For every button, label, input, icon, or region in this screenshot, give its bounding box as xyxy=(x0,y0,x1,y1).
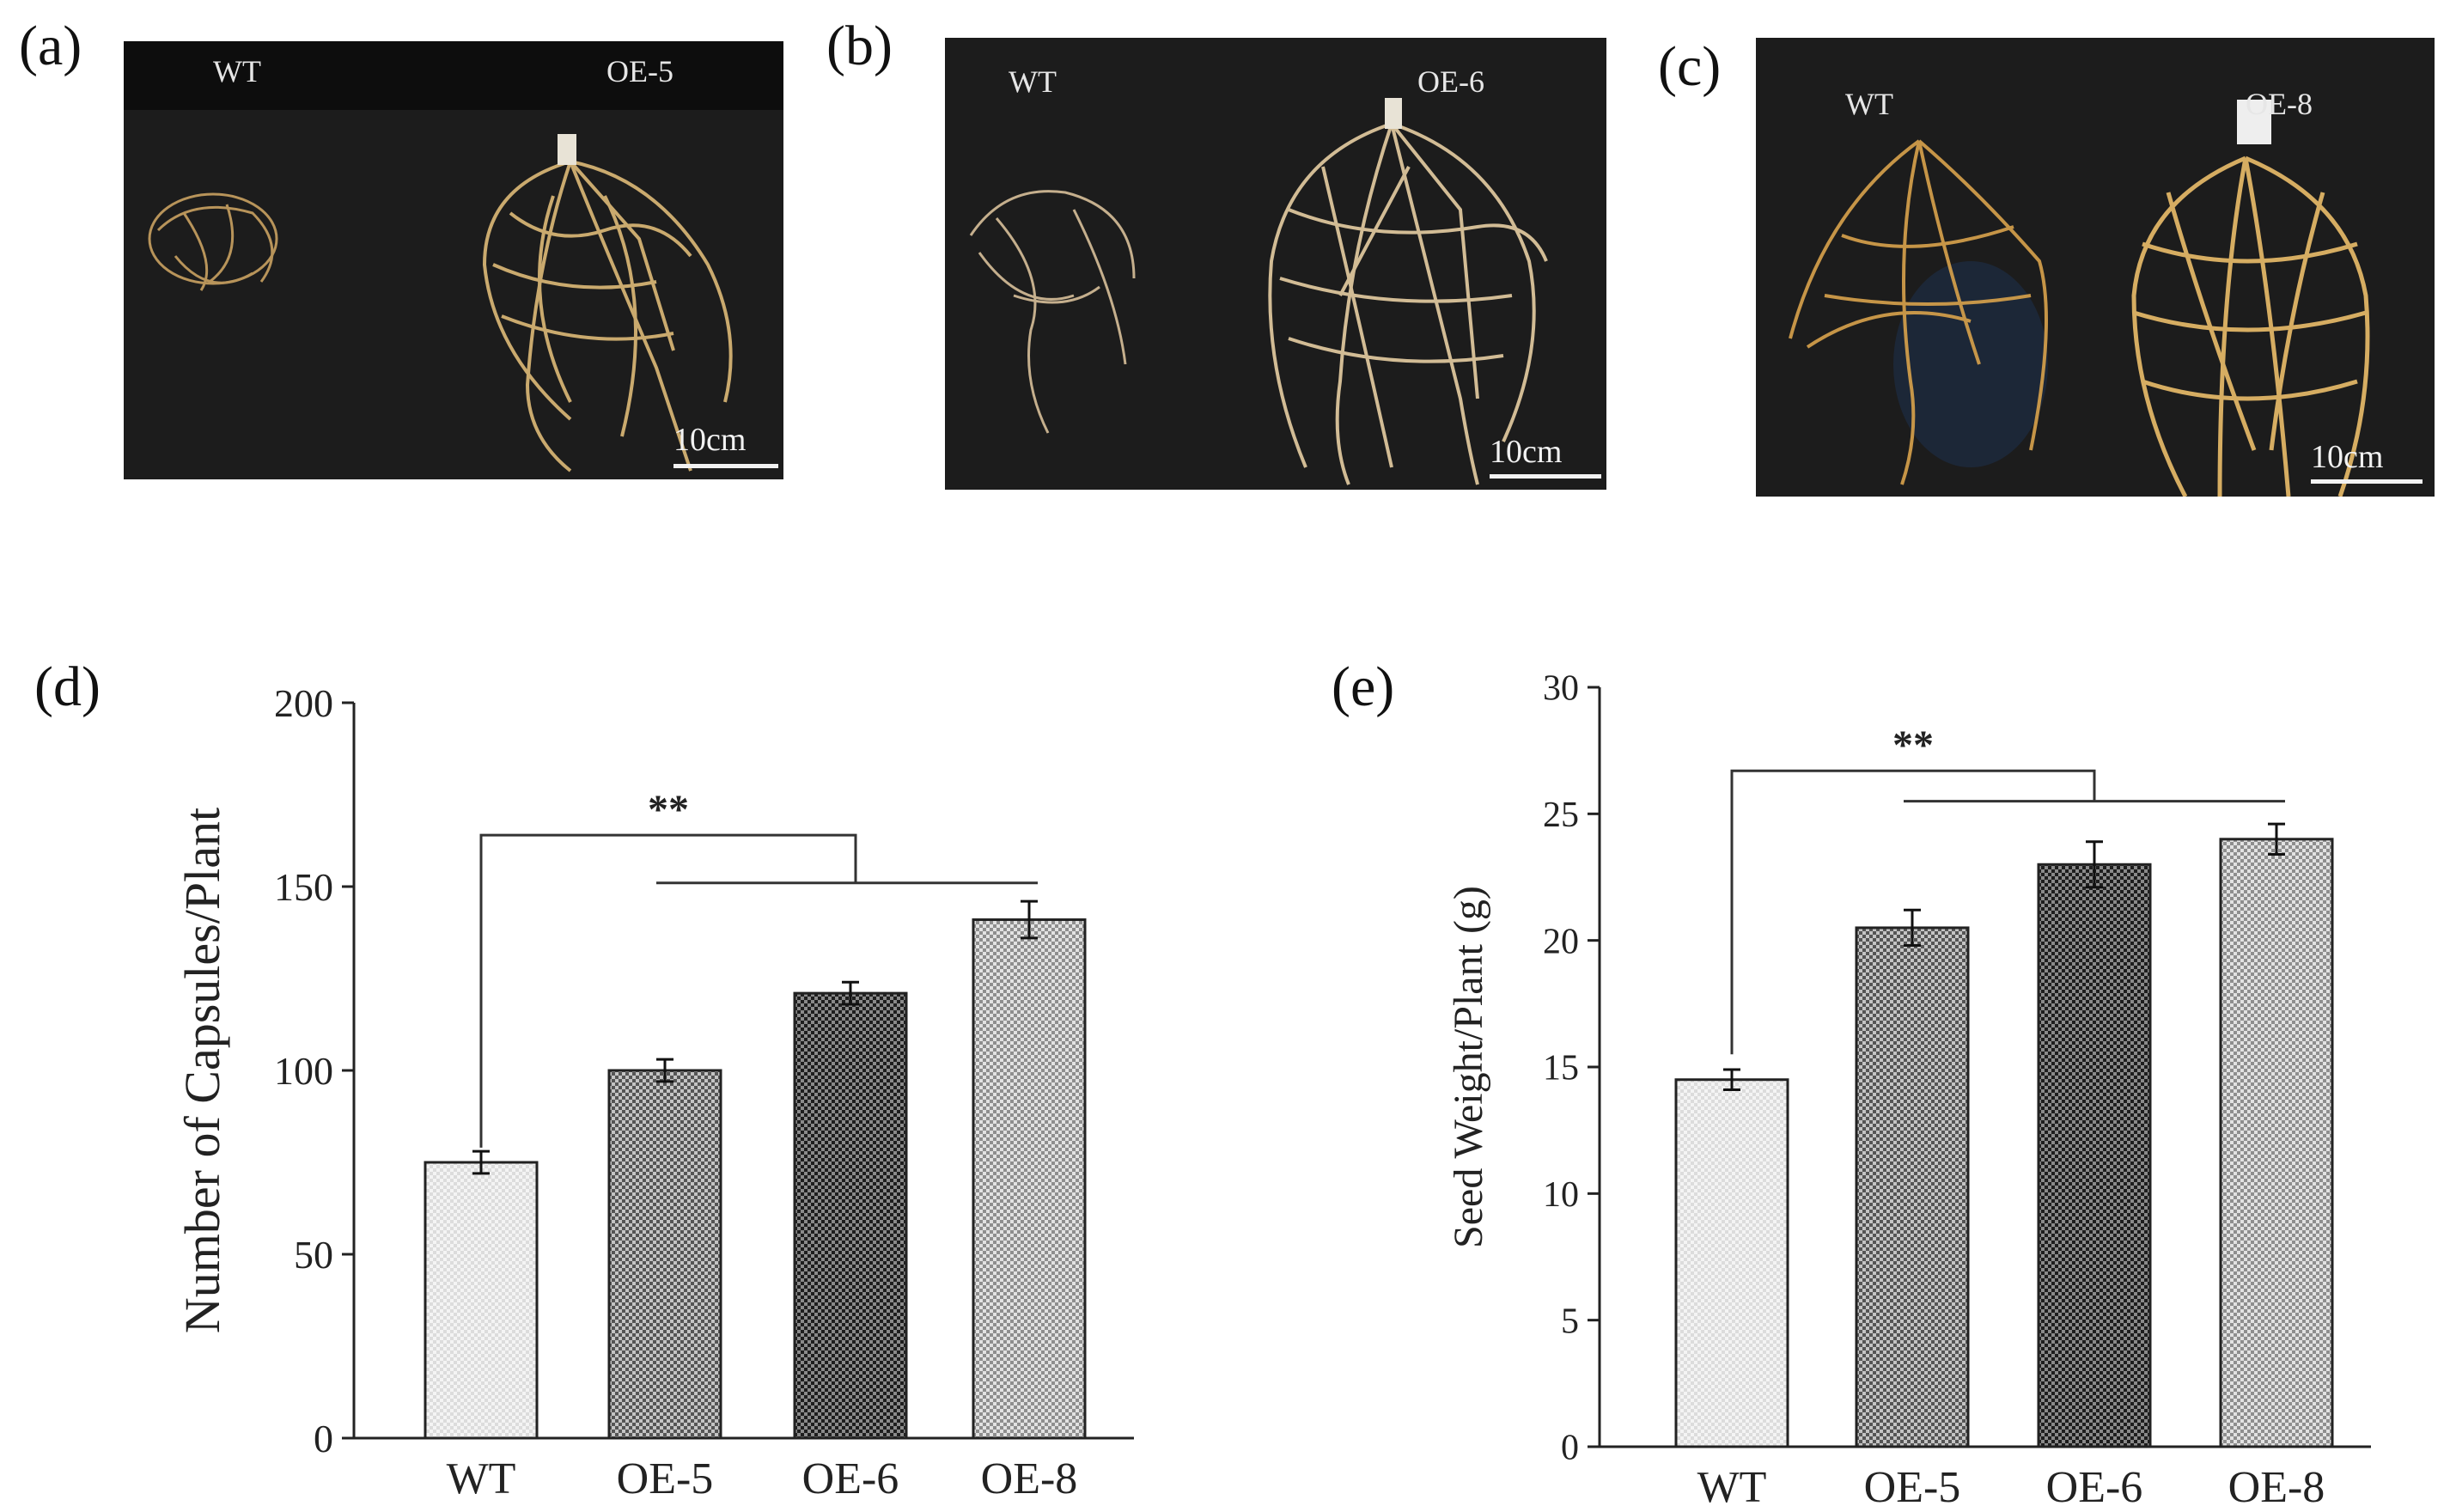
photo-a-wt-label: WT xyxy=(213,54,261,88)
photo-c-wt-label: WT xyxy=(1845,87,1893,121)
y-tick-label: 5 xyxy=(1561,1302,1579,1341)
y-tick-label: 50 xyxy=(294,1233,333,1277)
bar-oe-5 xyxy=(1855,926,1970,1448)
root-photo-b-drawing xyxy=(969,98,1548,485)
photo-c-scale-bar xyxy=(2311,479,2423,484)
y-tick-label: 0 xyxy=(314,1417,333,1460)
bar-wt xyxy=(1674,1078,1789,1448)
y-tick-label: 100 xyxy=(274,1049,333,1093)
chart-seed-weight: 0 5 10 15 20 25 30 WT OE-5 OE-6 OE-8 ** Seed Weight/… xyxy=(1446,669,2371,1512)
y-axis-label: Number of Capsules/Plant xyxy=(174,808,230,1333)
x-tick-label: WT xyxy=(1697,1463,1767,1512)
bar-oe-6 xyxy=(2037,863,2152,1448)
photo-c-oe-label: OE-8 xyxy=(2246,87,2313,121)
x-tick-label: OE-8 xyxy=(2228,1463,2325,1512)
x-tick-label: OE-5 xyxy=(617,1454,714,1503)
significance-bracket xyxy=(479,833,857,1148)
y-tick-label: 25 xyxy=(1543,796,1579,835)
bar-oe-5 xyxy=(607,1069,722,1440)
x-tick-label: WT xyxy=(447,1454,516,1503)
root-photo-c-drawing xyxy=(1789,100,2370,497)
root-photo-b: WT OE-6 10cm xyxy=(945,38,1606,490)
bar-oe-6 xyxy=(793,991,908,1440)
photo-b-wt-label: WT xyxy=(1009,64,1057,99)
panel-label-c: (c) xyxy=(1658,35,1722,98)
panel-label-d: (d) xyxy=(34,655,101,718)
bar-wt xyxy=(424,1161,539,1440)
chart-capsules: 0 50 100 150 200 WT OE-5 OE-6 OE-8 ** Number of Ca… xyxy=(174,681,1134,1503)
photo-a-oe-label: OE-5 xyxy=(606,54,673,88)
y-tick-label: 10 xyxy=(1543,1175,1579,1215)
significance-bracket xyxy=(1730,769,2096,1055)
photo-b-scale-label: 10cm xyxy=(1490,434,1563,470)
root-photo-a-drawing xyxy=(124,41,783,472)
x-tick-label: OE-8 xyxy=(981,1454,1078,1503)
significance-stars: ** xyxy=(1892,722,1934,768)
y-tick-label: 200 xyxy=(274,681,333,725)
bar-oe-8 xyxy=(972,918,1087,1440)
photo-a-scale-bar xyxy=(673,464,778,468)
y-tick-label: 30 xyxy=(1543,669,1579,709)
photo-c-scale-label: 10cm xyxy=(2311,439,2384,475)
root-photo-c: WT OE-8 10cm xyxy=(1756,38,2435,497)
panel-label-a: (a) xyxy=(19,15,82,77)
y-tick-label: 0 xyxy=(1561,1429,1579,1468)
panel-label-b: (b) xyxy=(826,15,893,77)
x-tick-label: OE-6 xyxy=(802,1454,899,1503)
y-axis-label: Seed Weight/Plant (g) xyxy=(1446,886,1491,1248)
photo-a-scale-label: 10cm xyxy=(673,422,747,458)
x-tick-label: OE-5 xyxy=(1864,1463,1961,1512)
photo-b-scale-bar xyxy=(1490,474,1601,479)
y-tick-label: 150 xyxy=(274,865,333,909)
y-tick-label: 20 xyxy=(1543,922,1579,961)
y-tick-label: 15 xyxy=(1543,1049,1579,1088)
significance-stars: ** xyxy=(648,787,689,832)
photo-b-oe-label: OE-6 xyxy=(1417,64,1484,99)
x-tick-label: OE-6 xyxy=(2046,1463,2143,1512)
bar-oe-8 xyxy=(2219,838,2334,1448)
panel-label-e: (e) xyxy=(1332,655,1395,718)
root-photo-a: WT OE-5 10cm xyxy=(124,41,783,479)
